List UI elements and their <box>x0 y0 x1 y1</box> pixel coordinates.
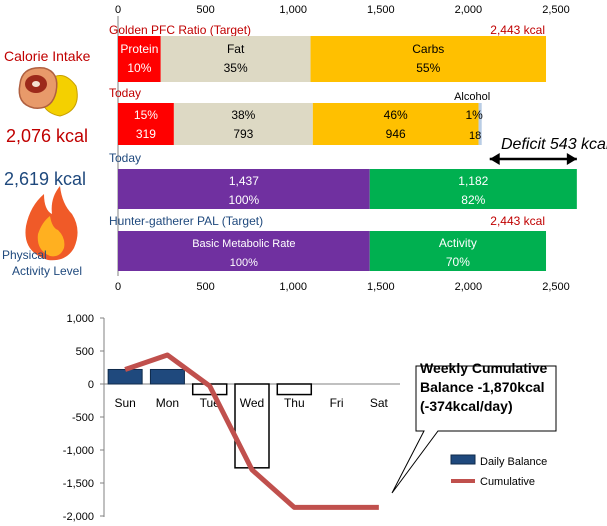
row-title: Today <box>109 86 141 100</box>
category-label: Fri <box>330 396 344 410</box>
bar-segment <box>369 231 547 271</box>
segment-name: Alcohol <box>454 91 490 103</box>
left-panel: Calorie Intake 2,076 kcal 2,619 kcal Phy… <box>2 48 91 278</box>
calorie-intake-title: Calorie Intake <box>4 48 91 64</box>
x-tick-label-bottom: 1,500 <box>367 281 395 293</box>
segment-percent: 1% <box>465 108 483 122</box>
energy-bar-chart: 0 0 500 500 1,000 1,000 1,500 1,500 2,000 2,000 2,… <box>109 4 607 293</box>
bar-segment <box>369 169 577 209</box>
legend-label-daily: Daily Balance <box>480 456 547 468</box>
bar-segment <box>160 36 311 82</box>
segment-value: Activity <box>439 236 477 250</box>
bar-segment <box>118 169 370 209</box>
segment-name: Protein <box>120 42 158 56</box>
row-total-label: 2,443 kcal <box>490 23 545 37</box>
bar-segment <box>312 103 479 145</box>
daily-balance-bar <box>107 368 143 385</box>
segment-name: Carbs <box>412 42 444 56</box>
segment-kcal: 793 <box>233 127 253 141</box>
pal-label-line1: Physical <box>2 248 47 262</box>
callout-box <box>391 365 557 494</box>
x-tick-label: 500 <box>196 4 214 16</box>
segment-percent: 15% <box>134 108 158 122</box>
segment-kcal: 946 <box>386 127 406 141</box>
x-tick-label: 2,000 <box>455 4 483 16</box>
y-tick-label: -1,000 <box>63 445 94 457</box>
y-tick-label: 1,000 <box>66 313 94 325</box>
cumulative-line <box>124 352 379 510</box>
meat-banana-icon <box>18 67 78 117</box>
segment-percent: 100% <box>229 193 260 207</box>
x-tick-label: 1,000 <box>279 4 307 16</box>
callout-line3: (-374kcal/day) <box>420 398 513 414</box>
category-label: Mon <box>156 396 179 410</box>
bar-segment <box>118 103 174 145</box>
bar-segment <box>310 36 547 82</box>
x-tick-label: 1,500 <box>367 4 395 16</box>
legend-swatch-daily <box>450 454 476 465</box>
segment-value: 1,182 <box>458 174 488 188</box>
category-label: Thu <box>284 396 305 410</box>
deficit-arrow-head-right <box>566 153 577 165</box>
segment-percent: 82% <box>461 193 485 207</box>
fire-icon <box>25 186 78 261</box>
pal-label-line2: Activity Level <box>12 264 82 278</box>
daily-balance-bar <box>149 368 185 385</box>
segment-percent: 38% <box>231 108 255 122</box>
segment-value: Basic Metabolic Rate <box>192 238 295 250</box>
category-label: Wed <box>240 396 264 410</box>
bar-segment <box>118 36 161 82</box>
category-label: Sun <box>114 396 135 410</box>
y-tick-label: -1,500 <box>63 478 94 490</box>
segment-percent: 46% <box>384 108 408 122</box>
daily-balance-bar <box>276 383 313 396</box>
segment-name: Fat <box>227 42 245 56</box>
y-tick-label: -2,000 <box>63 511 94 523</box>
callout-line1: Weekly Cumulative <box>420 360 548 376</box>
segment-percent: 10% <box>127 61 151 75</box>
segment-percent: 70% <box>446 255 470 269</box>
segment-percent: 35% <box>224 61 248 75</box>
x-tick-label: 2,500 <box>542 4 570 16</box>
daily-balance-bar <box>234 383 270 469</box>
legend-label-cumulative: Cumulative <box>480 476 535 488</box>
x-tick-label-bottom: 0 <box>115 281 121 293</box>
row-title: Golden PFC Ratio (Target) <box>109 23 251 37</box>
segment-percent: 100% <box>230 257 258 269</box>
calorie-intake-value: 2,076 kcal <box>6 126 88 146</box>
x-tick-label: 0 <box>115 4 121 16</box>
row-title: Today <box>109 151 141 165</box>
y-tick-label: 500 <box>76 346 94 358</box>
segment-value: 1,437 <box>229 174 259 188</box>
deficit-label: Deficit 543 kcal <box>501 136 607 153</box>
expenditure-value: 2,619 kcal <box>4 169 86 189</box>
x-tick-label-bottom: 1,000 <box>279 281 307 293</box>
y-tick-label: 0 <box>88 379 94 391</box>
y-tick-label: -500 <box>72 412 94 424</box>
row-total-label: 2,443 kcal <box>490 214 545 228</box>
callout-line2: Balance -1,870kcal <box>420 379 545 395</box>
bar-segment <box>118 231 370 271</box>
category-label: Sat <box>370 396 389 410</box>
segment-percent: 55% <box>416 61 440 75</box>
x-tick-label-bottom: 2,000 <box>455 281 483 293</box>
deficit-arrow-head-left <box>489 153 500 165</box>
x-tick-label-bottom: 2,500 <box>542 281 570 293</box>
row-title: Hunter-gatherer PAL (Target) <box>109 214 263 228</box>
segment-kcal: 319 <box>136 127 156 141</box>
x-tick-label-bottom: 500 <box>196 281 214 293</box>
segment-kcal: 18 <box>469 130 481 142</box>
bar-segment <box>478 103 482 145</box>
bar-segment <box>173 103 313 145</box>
